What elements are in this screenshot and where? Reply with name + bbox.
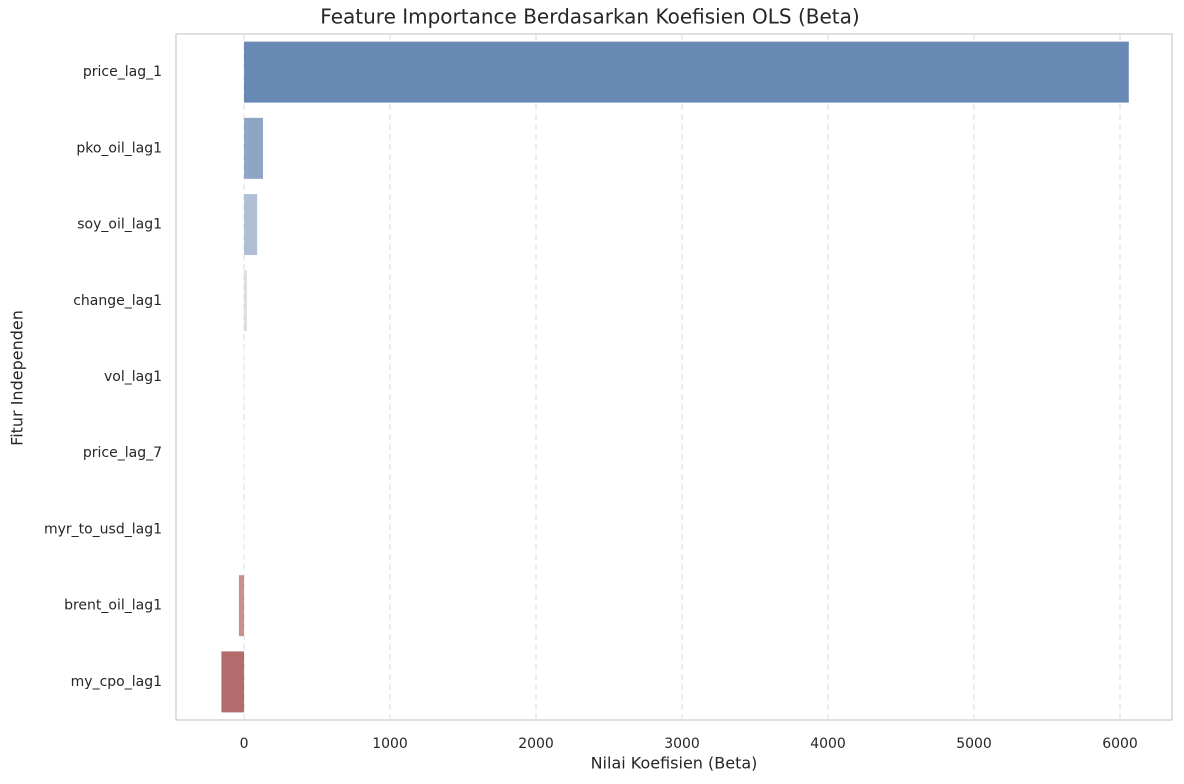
x-tick-label: 0 bbox=[240, 736, 249, 752]
bar bbox=[244, 117, 264, 179]
x-tick-label: 3000 bbox=[664, 736, 700, 752]
x-tick-label: 6000 bbox=[1102, 736, 1138, 752]
bar bbox=[238, 575, 245, 637]
bar bbox=[221, 651, 245, 713]
x-tick-label: 1000 bbox=[372, 736, 408, 752]
plot-frame bbox=[175, 33, 1173, 721]
x-tick-label: 4000 bbox=[810, 736, 846, 752]
chart-title: Feature Importance Berdasarkan Koefisien… bbox=[320, 5, 859, 29]
y-tick-label: pko_oil_lag1 bbox=[76, 140, 162, 156]
x-tick-label: 5000 bbox=[956, 736, 992, 752]
bar bbox=[244, 194, 258, 256]
y-tick-label: soy_oil_lag1 bbox=[77, 217, 162, 233]
y-tick-label: vol_lag1 bbox=[104, 369, 162, 385]
y-axis-label: Fitur Independen bbox=[8, 310, 27, 446]
bar bbox=[244, 346, 245, 408]
y-tick-label: change_lag1 bbox=[73, 293, 162, 309]
y-tick-label: price_lag_7 bbox=[83, 445, 162, 461]
y-tick-label: myr_to_usd_lag1 bbox=[44, 521, 162, 537]
y-tick-label: my_cpo_lag1 bbox=[71, 674, 162, 690]
y-tick-label: price_lag_1 bbox=[83, 64, 162, 80]
x-axis-label: Nilai Koefisien (Beta) bbox=[591, 754, 758, 773]
x-tick-label: 2000 bbox=[518, 736, 554, 752]
y-tick-label: brent_oil_lag1 bbox=[64, 598, 162, 614]
bar bbox=[244, 41, 1129, 103]
bar bbox=[244, 270, 247, 332]
